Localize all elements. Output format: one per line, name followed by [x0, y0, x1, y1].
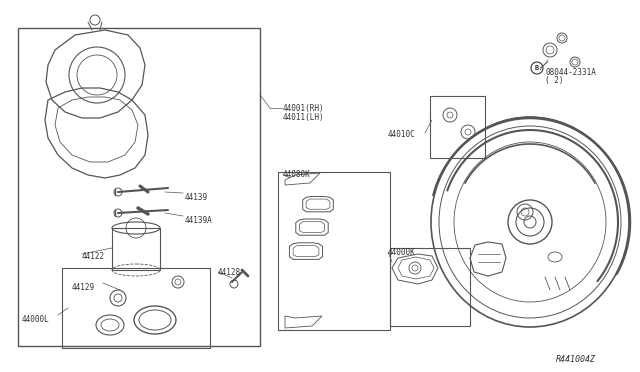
Text: 44010C: 44010C: [388, 130, 416, 139]
Text: 08044-2331A: 08044-2331A: [545, 68, 596, 77]
Text: R441004Z: R441004Z: [556, 355, 596, 364]
Text: 44128: 44128: [218, 268, 241, 277]
Text: 44080K: 44080K: [283, 170, 311, 179]
Bar: [112, 228, 160, 270]
Text: 44139A: 44139A: [185, 216, 212, 225]
Text: 44139: 44139: [185, 193, 208, 202]
Text: 44000L: 44000L: [22, 315, 50, 324]
Bar: [62, 268, 210, 348]
Text: B: B: [535, 65, 539, 71]
Bar: [18, 28, 260, 346]
Text: 44122: 44122: [82, 252, 105, 261]
Bar: [278, 172, 390, 330]
Text: 44000K: 44000K: [388, 248, 416, 257]
Text: 44011(LH): 44011(LH): [283, 113, 324, 122]
Text: ( 2): ( 2): [545, 76, 563, 85]
Bar: [430, 96, 485, 158]
Bar: [390, 248, 470, 326]
Text: 44001(RH): 44001(RH): [283, 104, 324, 113]
Text: 44129: 44129: [72, 283, 95, 292]
